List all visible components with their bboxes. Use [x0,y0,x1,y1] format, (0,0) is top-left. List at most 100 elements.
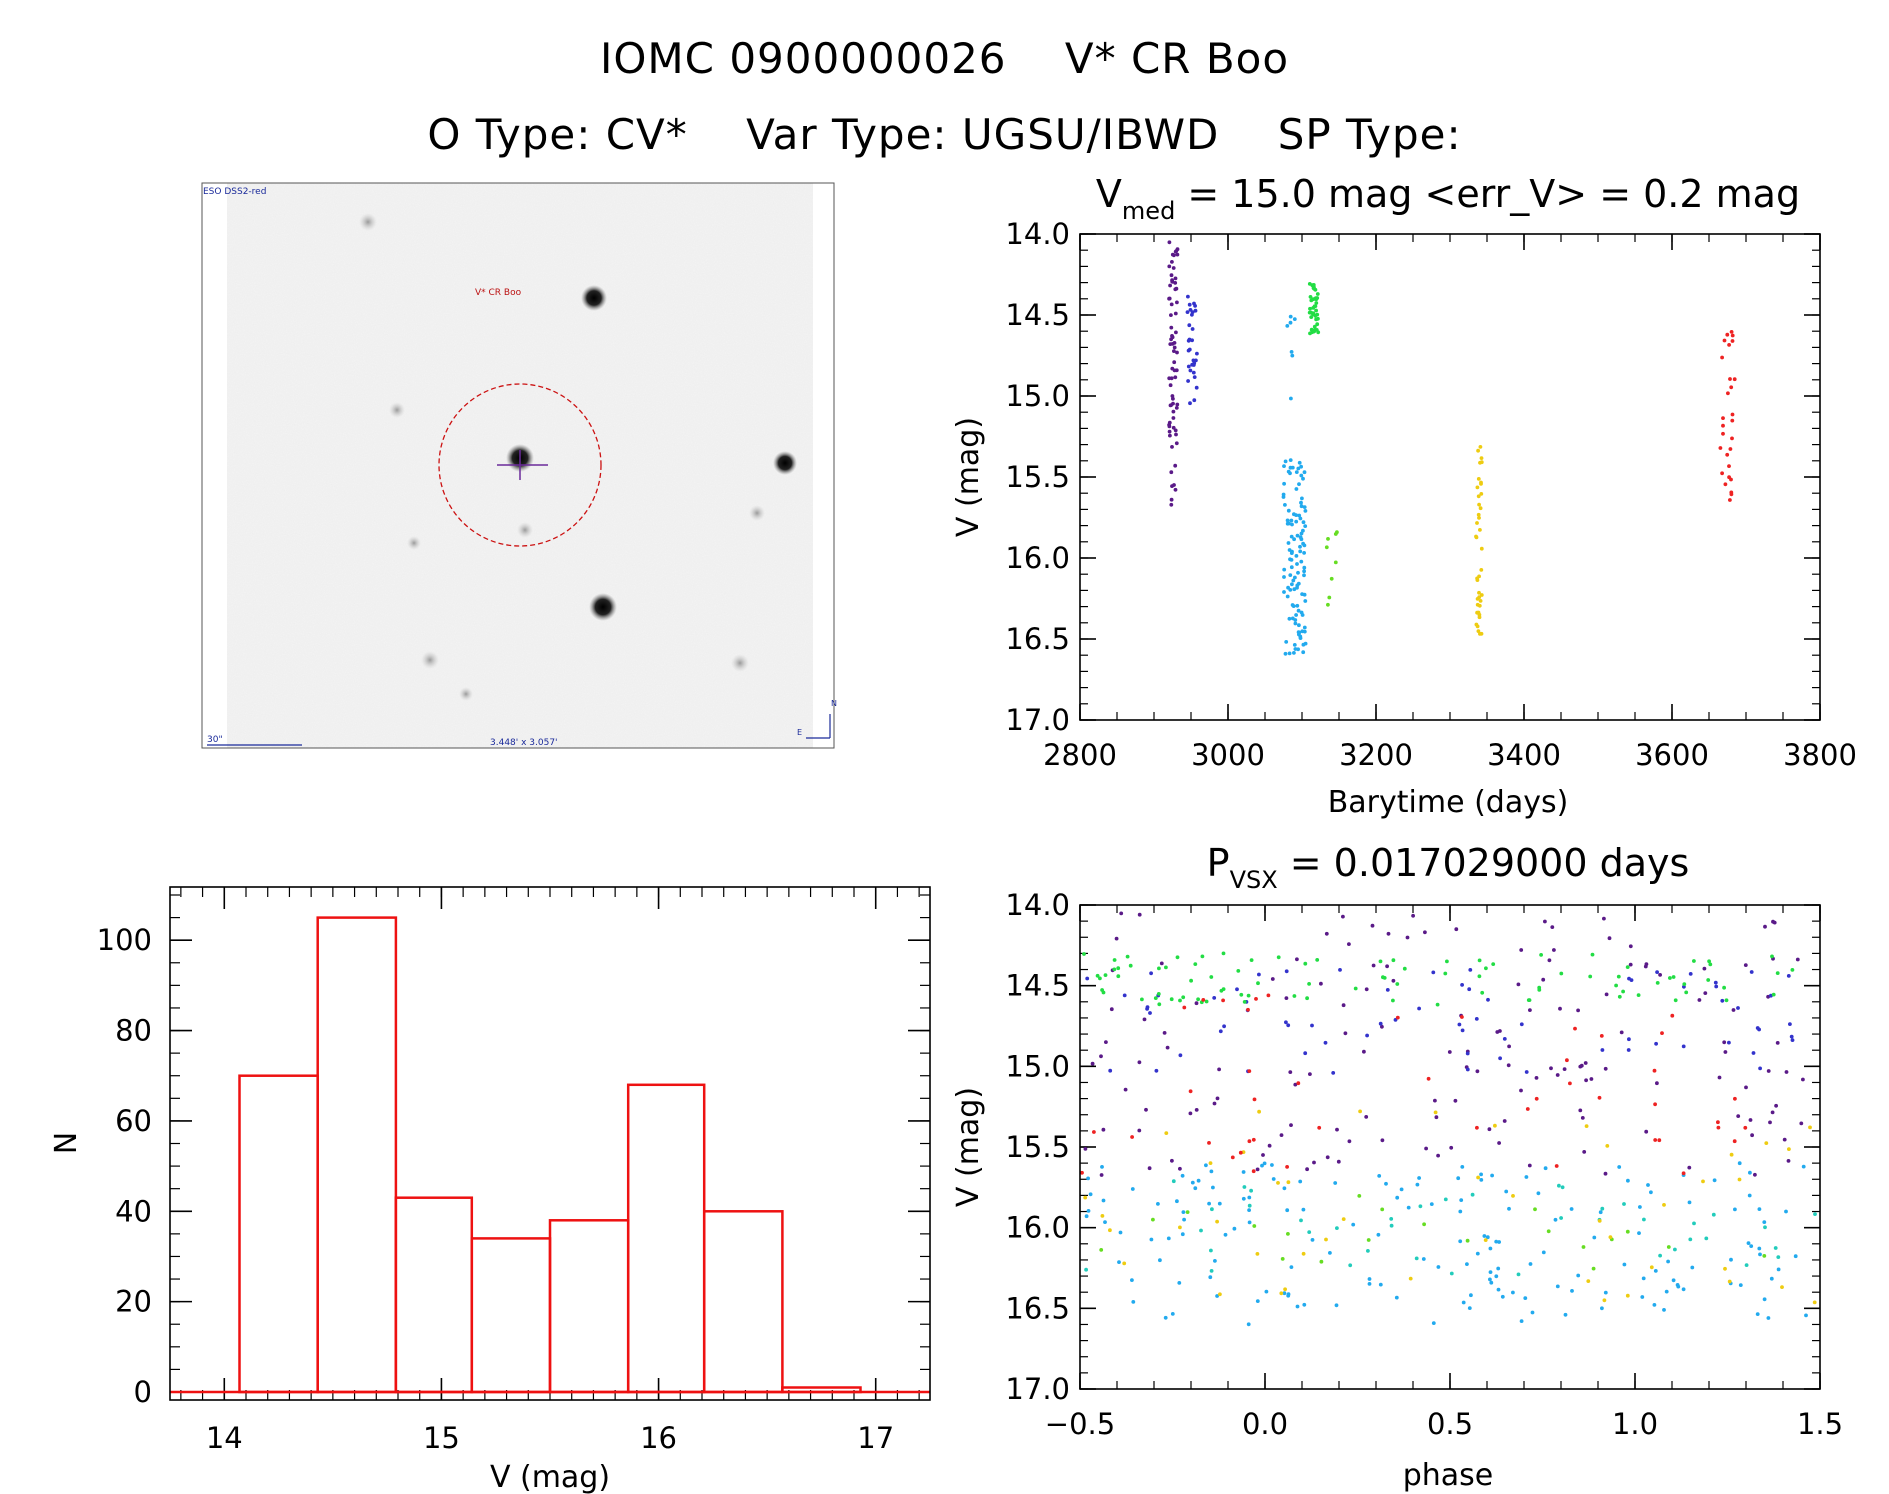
finder-image: ESO DSS2-red V* CR Boo 30" 3.448' x 3.05… [201,182,837,749]
histogram-bar [781,1386,862,1394]
phase-curve-point [1257,972,1261,977]
phase-curve-point [1543,919,1547,924]
phase-curve-point [1213,1259,1217,1263]
phase-curve-point [1720,998,1725,1003]
phase-curve-point [1727,1279,1732,1284]
light-curve-point [1475,521,1479,525]
phase-curve-point [1119,911,1124,916]
histogram-xtick-label: 16 [640,1421,677,1455]
phase-curve-point [1724,998,1729,1003]
phase-curve-point [1302,1302,1307,1307]
phase-curve-point [1246,993,1251,998]
phase-curve-point [1431,1321,1436,1325]
finder-faint-star [459,687,473,701]
phase-curve-point [1100,1165,1104,1169]
phase-curve-point [1366,1238,1371,1242]
phase-curve-point [1282,1186,1287,1191]
light-curve-point [1174,432,1178,437]
phase-curve-point [1196,1178,1201,1183]
phase-curve-point [1652,1068,1657,1073]
light-curve-point [1175,252,1180,257]
light-curve-point [1289,518,1294,523]
phase-curve-point [1415,1182,1420,1187]
phase-curve-point [1768,1120,1772,1125]
phase-curve-point [1636,993,1641,997]
phase-curve-point [1541,1250,1546,1255]
phase-curve-point [1312,1160,1316,1165]
phase-curve-point [1495,1030,1500,1034]
phase-curve-point [1095,973,1100,978]
phase-curve-point [1276,1181,1280,1185]
phase-curve-point [1367,1277,1372,1281]
light-curve-point [1308,295,1313,299]
phase-curve-point [1676,1284,1681,1289]
phase-curve-point [1433,1098,1437,1103]
phase-curve-point [1194,1108,1199,1112]
light-curve-point [1292,651,1296,655]
phase-curve-point [1371,963,1376,968]
phase-curve-point [1582,1150,1587,1154]
light-curve-point [1725,452,1730,457]
phase-curve-point [1458,1239,1463,1244]
light-curve-point [1292,317,1297,321]
light-curve-point [1169,376,1174,381]
phase-curve-point [1729,1152,1734,1157]
phase-curve-point [1319,981,1323,986]
light-curve-point [1171,416,1176,420]
phase-curve-point [1716,1120,1720,1125]
phase-curve-point [1125,954,1130,959]
phase-curve-point [1762,1220,1767,1224]
phase-curve-point [1324,931,1329,936]
light-curve-point [1282,481,1286,486]
light-curve-title-sub: med [1122,197,1175,225]
phase-curve-point [1086,1209,1091,1213]
light-curve-point [1172,483,1176,487]
phase-curve-point [1749,1244,1754,1248]
phase-curve-point [1295,957,1299,962]
light-curve-point [1475,576,1479,581]
light-curve-point [1309,298,1314,303]
phase-curve-point [1347,1139,1352,1144]
light-curve-point [1292,643,1297,647]
light-curve-point [1193,308,1198,313]
light-curve-point [1173,487,1178,492]
light-curve-point [1309,310,1314,315]
phase-curve-point [1310,1238,1315,1242]
east-label: E [797,728,802,737]
phase-curve-point [1140,997,1144,1002]
phase-curve-point [1163,1315,1168,1320]
phase-curve-point [1762,1254,1767,1258]
phase-curve-point [1670,1013,1675,1018]
phase-curve-point [1655,981,1660,985]
phase-curve-point [1616,974,1621,979]
phase-curve-title-main: P [1207,841,1230,885]
phase-curve-point [1301,1207,1306,1212]
phase-curve-point [1104,1040,1108,1044]
light-curve-point [1308,331,1312,336]
phase-curve-point [1523,1296,1528,1300]
light-curve-point [1729,385,1734,390]
phase-curve-point [1658,973,1662,977]
phase-curve-point [1671,1278,1676,1283]
phase-curve-point [1576,1273,1581,1278]
histogram-axes-frame [169,886,931,1401]
figure-title-line1: IOMC 0900000026 V* CR Boo [0,34,1889,83]
phase-curve-point [1751,1051,1756,1055]
phase-curve-point [1568,1081,1572,1086]
phase-curve-point [1534,1076,1539,1080]
phase-curve-point [1524,1070,1529,1074]
phase-curve-point [1528,1262,1533,1266]
phase-curve-point [1763,1225,1767,1230]
phase-curve-point [1757,1246,1762,1251]
finder-faint-star [389,402,405,418]
phase-curve-point [1771,919,1775,924]
phase-curve-point [1157,1002,1162,1007]
phase-curve-point [1175,1199,1179,1204]
light-curve-point [1169,470,1174,475]
phase-curve-point [1653,1269,1658,1273]
phase-curve-point [1370,923,1375,928]
phase-curve-point [1729,1257,1733,1262]
light-curve-point [1477,502,1481,507]
phase-curve-point [1188,1089,1193,1094]
phase-curve-point [1622,1202,1626,1206]
